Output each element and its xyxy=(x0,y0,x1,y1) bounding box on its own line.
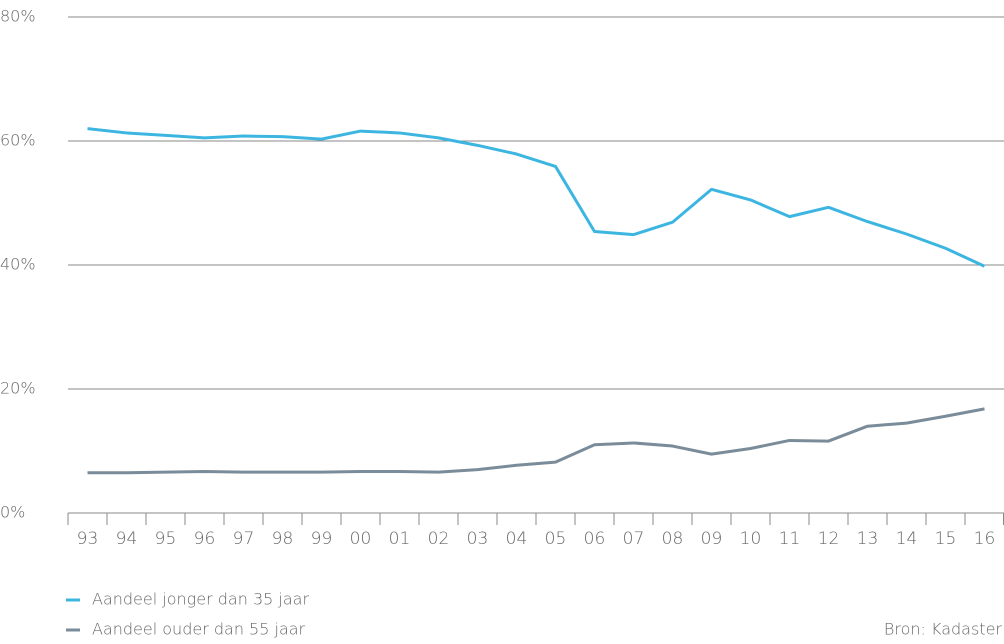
x-tick-label: 00 xyxy=(350,529,372,549)
x-tick-label: 07 xyxy=(623,529,645,549)
series-line xyxy=(87,127,986,268)
x-tick-label: 04 xyxy=(506,529,528,549)
x-tick-label: 96 xyxy=(194,529,216,549)
x-tick-label: 14 xyxy=(896,529,918,549)
y-tick-label: 80% xyxy=(0,7,36,26)
x-tick-label: 01 xyxy=(389,529,411,549)
x-tick-label: 10 xyxy=(740,529,762,549)
source: Bron: Kadaster xyxy=(884,620,1003,639)
x-tick-label: 99 xyxy=(311,529,333,549)
x-tick-label: 94 xyxy=(116,529,138,549)
y-tick-label: 0% xyxy=(0,503,25,522)
x-tick-label: 97 xyxy=(233,529,255,549)
x-tick-label: 05 xyxy=(545,529,567,549)
x-tick-label: 11 xyxy=(779,529,801,549)
x-tick-label: 08 xyxy=(662,529,684,549)
x-tick-label: 15 xyxy=(935,529,957,549)
series-line xyxy=(87,407,985,475)
x-tick-label: 03 xyxy=(467,529,489,549)
x-tick-label: 93 xyxy=(77,529,99,549)
y-tick-label: 40% xyxy=(0,255,36,274)
y-tick-label: 60% xyxy=(0,131,36,150)
x-tick-label: 12 xyxy=(818,529,840,549)
x-tick-label: 06 xyxy=(584,529,606,549)
x-tick-label: 02 xyxy=(428,529,450,549)
x-tick-label: 98 xyxy=(272,529,294,549)
x-tick-label: 09 xyxy=(701,529,723,549)
x-tick-label: 13 xyxy=(857,529,879,549)
x-tick-label: 95 xyxy=(155,529,177,549)
legend-label: Aandeel ouder dan 55 jaar xyxy=(92,620,306,639)
x-tick-label: 16 xyxy=(974,529,996,549)
y-tick-label: 20% xyxy=(0,379,36,398)
legend-label: Aandeel jonger dan 35 jaar xyxy=(92,590,309,609)
